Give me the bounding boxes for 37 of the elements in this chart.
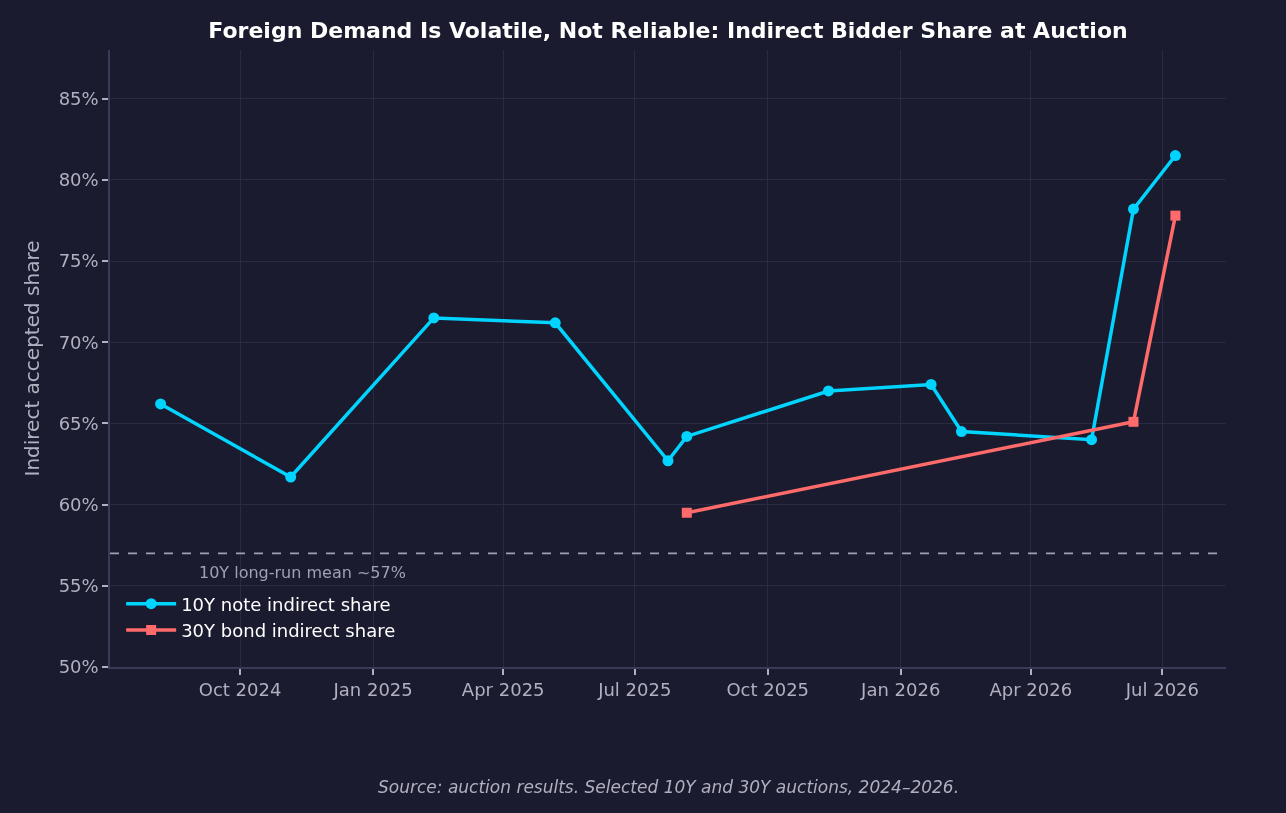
y-tick-label: 65%	[58, 412, 99, 434]
x-tick-label: Jul 2025	[597, 679, 672, 701]
point	[428, 312, 440, 324]
point	[681, 430, 693, 442]
point	[1086, 434, 1098, 446]
point	[681, 507, 692, 518]
x-tick-label: Apr 2026	[989, 679, 1073, 701]
point	[662, 455, 674, 467]
x-tick-label: Oct 2024	[198, 679, 282, 701]
x-tick-label: Apr 2025	[461, 679, 545, 701]
y-tick-label: 50%	[58, 656, 99, 678]
point	[285, 471, 297, 483]
x-tick-label: Jan 2026	[860, 679, 941, 701]
point	[1169, 150, 1181, 162]
x-tick-label: Jul 2026	[1124, 679, 1200, 701]
point	[549, 317, 561, 329]
point	[1127, 203, 1139, 215]
legend-label: 10Y note indirect share	[181, 593, 391, 615]
chart-title: Foreign Demand Is Volatile, Not Reliable: Indirect Bidder Share at Auction	[208, 17, 1128, 43]
y-axis-title: Indirect accepted share	[19, 240, 44, 477]
x-tick-label: Jan 2025	[332, 679, 413, 701]
point	[822, 385, 834, 397]
source-note: Source: auction results. Selected 10Y and 30Y auctions, 2024–2026.	[378, 777, 960, 797]
point	[1128, 416, 1139, 427]
y-tick-label: 55%	[58, 575, 99, 597]
ref-line-label: 10Y long-run mean ~57%	[199, 563, 406, 582]
y-tick-label: 60%	[58, 493, 99, 515]
point	[925, 378, 937, 390]
point	[955, 426, 967, 438]
legend-label: 30Y bond indirect share	[181, 620, 396, 642]
y-tick-label: 80%	[58, 169, 99, 191]
point	[155, 398, 167, 410]
x-tick-label: Oct 2025	[726, 679, 810, 701]
y-tick-label: 85%	[58, 88, 99, 110]
point	[1170, 210, 1181, 221]
y-tick-label: 75%	[58, 250, 99, 272]
y-tick-label: 70%	[58, 331, 99, 353]
